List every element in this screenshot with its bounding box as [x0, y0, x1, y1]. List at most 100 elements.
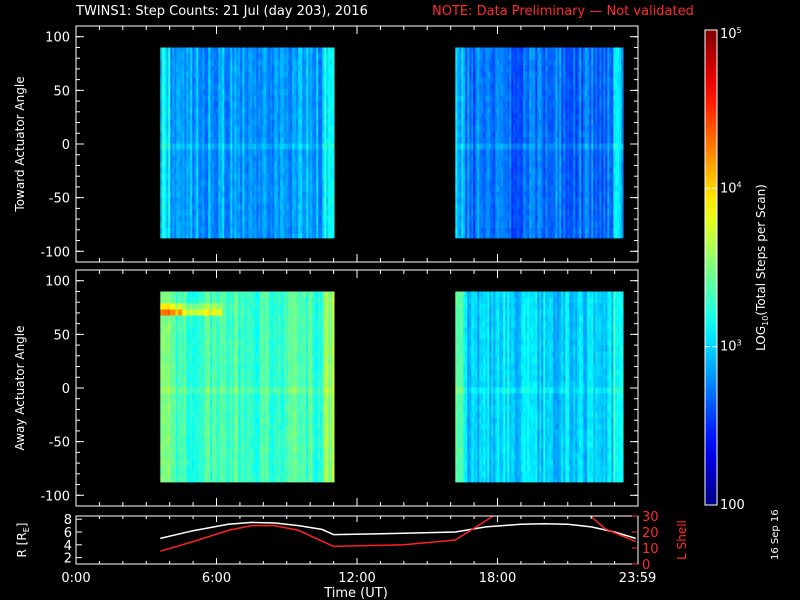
heatmap-cell — [234, 179, 237, 186]
heatmap-cell — [495, 155, 498, 162]
heatmap-cell — [324, 203, 327, 210]
heatmap-cell — [581, 233, 584, 239]
heatmap-cell — [505, 227, 508, 234]
heatmap-cell — [503, 107, 506, 114]
heatmap-cell — [328, 89, 331, 96]
heatmap-cell — [256, 107, 259, 114]
heatmap-cell — [246, 209, 249, 216]
heatmap-cell — [218, 143, 221, 150]
heatmap-cell — [268, 101, 271, 108]
heatmap-cell — [310, 101, 313, 108]
heatmap-cell — [272, 77, 275, 84]
heatmap-cell — [523, 197, 526, 204]
heatmap-cell — [286, 113, 289, 120]
heatmap-cell — [525, 185, 528, 192]
heatmap-cell — [499, 89, 502, 96]
heatmap-cell — [170, 143, 173, 150]
heatmap-cell — [280, 107, 283, 114]
heatmap-cell — [503, 185, 506, 192]
heatmap-cell — [172, 179, 175, 186]
heatmap-cell — [212, 179, 215, 186]
heatmap-cell — [274, 137, 277, 144]
heatmap-cell — [539, 119, 542, 126]
heatmap-cell — [270, 89, 273, 96]
heatmap-cell — [543, 53, 546, 60]
heatmap-cell — [491, 173, 494, 180]
heatmap-cell — [463, 143, 466, 150]
heatmap-cell — [200, 53, 203, 60]
heatmap-cell — [198, 125, 201, 132]
heatmap-cell — [210, 227, 213, 234]
heatmap-cell — [222, 155, 225, 162]
heatmap-cell — [254, 113, 257, 120]
heatmap-cell — [232, 173, 235, 180]
heatmap-cell — [264, 143, 267, 150]
heatmap-cell — [579, 83, 582, 90]
heatmap-cell — [168, 173, 171, 180]
heatmap-cell — [302, 197, 305, 204]
heatmap-cell — [292, 233, 295, 239]
heatmap-cell — [537, 71, 540, 78]
heatmap-cell — [537, 137, 540, 144]
heatmap-cell — [262, 143, 265, 150]
heatmap-cell — [495, 185, 498, 192]
heatmap-cell — [234, 191, 237, 198]
heatmap-cell — [234, 113, 237, 120]
heatmap-cell — [218, 185, 221, 192]
heatmap-cell — [503, 101, 506, 108]
heatmap-cell — [310, 173, 313, 180]
heatmap-cell — [284, 107, 287, 114]
heatmap-cell — [258, 167, 261, 174]
heatmap-cell — [230, 101, 233, 108]
heatmap-cell — [569, 191, 572, 198]
heatmap-cell — [176, 197, 179, 204]
heatmap-cell — [300, 203, 303, 210]
heatmap-cell — [178, 167, 181, 174]
heatmap-cell — [162, 233, 165, 239]
heatmap-cell — [298, 59, 301, 66]
heatmap-cell — [563, 113, 566, 120]
heatmap-cell — [322, 233, 325, 239]
heatmap-cell — [174, 227, 177, 234]
heatmap-cell — [188, 221, 191, 228]
heatmap-cell — [192, 185, 195, 192]
heatmap-cell — [166, 167, 169, 174]
preliminary-note: NOTE: Data Preliminary — Not validated — [432, 4, 694, 19]
heatmap-cell — [246, 185, 249, 192]
heatmap-cell — [501, 191, 504, 198]
heatmap-cell — [501, 95, 504, 102]
heatmap-cell — [190, 125, 193, 132]
heatmap-cell — [469, 173, 472, 180]
heatmap-cell — [467, 185, 470, 192]
heatmap-cell — [521, 179, 524, 186]
heatmap-cell — [326, 227, 329, 234]
heatmap-cell — [290, 209, 293, 216]
heatmap-cell — [260, 173, 263, 180]
heatmap-cell — [505, 233, 508, 239]
heatmap-cell — [202, 209, 205, 216]
heatmap-cell — [509, 203, 512, 210]
heatmap-cell — [533, 71, 536, 78]
heatmap-cell — [230, 143, 233, 150]
heatmap-cell — [577, 77, 580, 84]
heatmap-cell — [246, 59, 249, 66]
heatmap-cell — [206, 113, 209, 120]
heatmap-cell — [541, 185, 544, 192]
heatmap-cell — [310, 221, 313, 228]
heatmap-cell — [567, 113, 570, 120]
heatmap-cell — [497, 209, 500, 216]
heatmap-cell — [543, 221, 546, 228]
heatmap-cell — [493, 227, 496, 234]
heatmap-cell — [254, 143, 257, 150]
heatmap-cell — [238, 77, 241, 84]
heatmap-cell — [188, 65, 191, 72]
heatmap-cell — [561, 161, 564, 168]
heatmap-cell — [541, 209, 544, 216]
heatmap-cell — [174, 125, 177, 132]
heatmap-cell — [497, 191, 500, 198]
heatmap-cell — [264, 161, 267, 168]
heatmap-cell — [282, 161, 285, 168]
heatmap-cell — [220, 131, 223, 138]
heatmap-cell — [483, 143, 486, 150]
heatmap-cell — [477, 167, 480, 174]
